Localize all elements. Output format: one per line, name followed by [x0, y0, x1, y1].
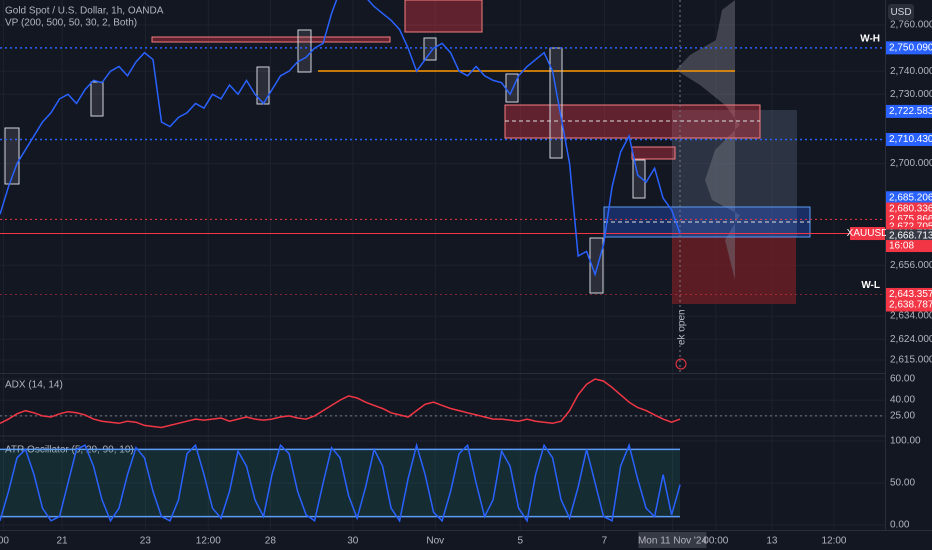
zone	[672, 237, 796, 304]
currency[interactable]: USD	[890, 7, 911, 18]
indicator-line	[0, 442, 681, 523]
x-tick-label: 7	[602, 536, 608, 547]
zone	[672, 110, 797, 237]
price-label: 2,638.787	[889, 300, 932, 311]
y-tick-label: 2,740.000	[890, 66, 932, 77]
price-label: 2,672.705	[889, 221, 932, 232]
price-label-bg	[886, 287, 932, 301]
level-tag: W-L	[861, 280, 880, 291]
y-tick-label: 2,700.000	[890, 158, 932, 169]
y-tick-label: 2,615.000	[890, 355, 932, 366]
symbol-label: XAUUSD	[847, 228, 889, 239]
volume-profile	[676, 0, 740, 295]
y-tick-label: 40.00	[890, 395, 915, 406]
y-tick-label: 2,730.000	[890, 89, 932, 100]
price-label-bg	[886, 104, 932, 118]
price-label-bg	[886, 41, 932, 55]
price-label: 2,710.430	[889, 134, 932, 145]
x-tick-label: Nov	[426, 536, 444, 547]
price-label-bg	[886, 191, 932, 205]
x-tick-label: 12:00	[821, 536, 846, 547]
y-tick-label: 0.00	[890, 520, 910, 531]
symbol-badge	[850, 227, 885, 241]
x-tick-highlight	[638, 532, 707, 548]
session-icon	[675, 358, 687, 370]
price-label: 2,722.583	[889, 106, 932, 117]
chart-title: Gold Spot / U.S. Dollar, 1h, OANDA	[5, 6, 164, 17]
indicator-title: ADX (14, 14)	[5, 380, 63, 391]
y-tick-label: 100.00	[890, 436, 921, 447]
y-tick-label: 2,624.000	[890, 334, 932, 345]
price-label: 2,680.336	[889, 204, 932, 215]
zones	[4, 0, 811, 372]
x-tick-label: 21	[56, 536, 68, 547]
price-label: 2,750.090	[889, 42, 932, 53]
x-tick-label: 00	[0, 536, 9, 547]
session-annotation: ek open	[677, 309, 688, 345]
countdown: 16:08	[889, 241, 914, 252]
level-tag: W-H	[860, 33, 880, 44]
indicator-line	[0, 378, 681, 429]
x-tick-label: 00:00	[703, 536, 728, 547]
y-tick-label: 2,656.000	[890, 260, 932, 271]
x-tick-label: 5	[518, 536, 524, 547]
price-label-bg	[886, 298, 932, 312]
grid	[0, 0, 885, 530]
price-line-series	[0, 0, 681, 277]
y-tick-label: 2,634.000	[890, 311, 932, 322]
price-label: 2,685.206	[889, 192, 932, 203]
x-tick-label: 30	[347, 536, 359, 547]
zone	[151, 36, 391, 43]
price-label: 2,675.866	[889, 214, 932, 225]
x-tick-label: 28	[265, 536, 277, 547]
y-tick-label: 2,760.000	[890, 20, 932, 31]
price-label-bg	[886, 202, 932, 216]
zone	[631, 146, 676, 160]
x-tick-label: 13	[766, 536, 778, 547]
price-label: 2,643.357	[889, 289, 932, 300]
y-tick-label: 60.00	[890, 374, 915, 385]
countdown-bg	[886, 240, 932, 253]
x-tick-label: 23	[140, 536, 152, 547]
x-tick-label: 12:00	[196, 536, 221, 547]
zone	[404, 0, 483, 33]
indicator-title: VP (200, 500, 50, 30, 2, Both)	[5, 18, 137, 29]
x-tick-label: Mon 11 Nov '24	[638, 536, 707, 547]
price-label-bg	[886, 229, 932, 243]
y-tick-label: 25.00	[890, 411, 915, 422]
y-tick-label: 50.00	[890, 478, 915, 489]
currency-badge[interactable]	[888, 4, 914, 20]
plot-layer	[4, 0, 811, 372]
price-label: 2,668.713	[889, 231, 932, 242]
price-label-bg	[886, 132, 932, 146]
